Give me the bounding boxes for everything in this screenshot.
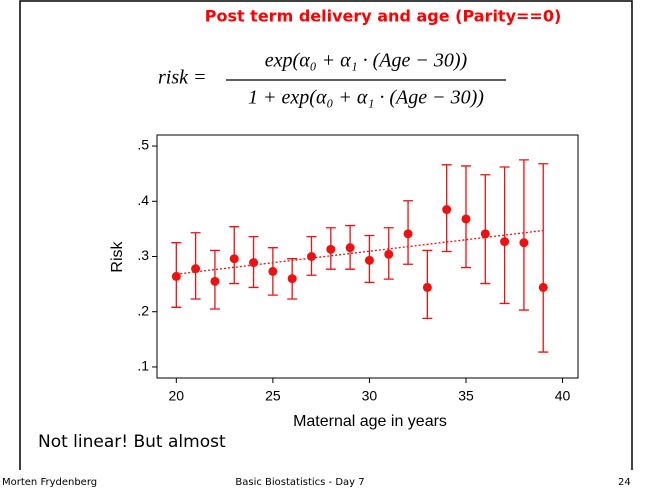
error-bar [518,159,529,311]
point [461,214,471,224]
point [191,264,201,274]
footer-course: Basic Biostatistics - Day 7 [235,477,364,488]
y-tick-label: .2 [137,302,149,318]
y-tick-label: .5 [137,137,149,153]
point [249,258,259,268]
point [403,229,413,239]
formula-denominator: 1 + exp(α₀ + α₁ · (Age − 30)) [248,87,484,109]
x-tick-label: 20 [169,388,185,404]
point [422,282,432,292]
footer-author: Morten Frydenberg [2,477,97,488]
point [306,252,316,261]
slide-title: Post term delivery and age (Parity==0) [205,7,562,26]
point [519,238,529,248]
point [171,271,181,281]
formula-lhs: risk = [158,67,207,89]
error-bar [538,163,549,353]
point [210,276,220,286]
point [538,282,548,292]
point [500,237,510,247]
formula-numerator: exp(α₀ + α₁ · (Age − 30)) [265,50,468,72]
y-tick-label: .4 [137,192,149,208]
footer-page: 24 [618,477,631,488]
point [326,244,336,254]
x-tick-label: 40 [555,388,571,404]
point [384,249,394,259]
x-tick-label: 35 [458,388,474,404]
y-tick-label: .1 [137,358,149,374]
point [287,274,297,284]
y-axis-label: Risk [109,240,126,272]
point [480,229,490,239]
error-bar [499,166,510,305]
x-tick-label: 25 [265,388,281,404]
note: Not linear! But almost [38,432,226,452]
point [442,205,452,215]
point [364,255,374,265]
slide-frame [19,0,633,470]
x-axis-label: Maternal age in years [293,413,447,430]
point [268,266,278,276]
point [345,243,355,253]
y-tick-label: .3 [137,247,149,263]
error-bar [480,174,491,285]
x-tick-label: 30 [362,388,378,404]
fit-line [176,229,544,275]
point [229,254,239,264]
